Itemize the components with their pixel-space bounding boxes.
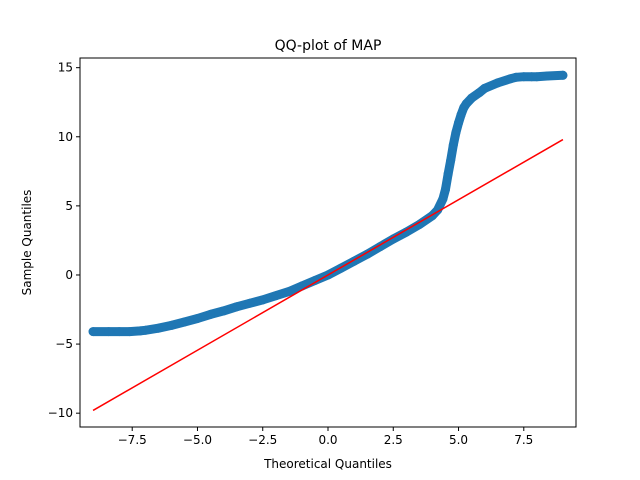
sample-point (310, 276, 320, 285)
sample-point (125, 327, 135, 337)
sample-point (362, 249, 372, 259)
sample-point (467, 93, 477, 103)
sample-point (519, 72, 529, 82)
chart-title: QQ-plot of MAP (275, 38, 382, 54)
x-axis: −7.5 −5.0 −2.5 0.0 2.5 5.0 7.5 (118, 427, 533, 447)
sample-point (245, 298, 255, 308)
x-tick-label: 7.5 (514, 433, 533, 447)
sample-point (297, 281, 307, 291)
x-tick-label: 0.0 (318, 433, 337, 447)
sample-point (446, 155, 456, 165)
points-layer (88, 70, 568, 337)
y-tick-label: −10 (48, 406, 73, 420)
y-axis-label: Sample Quantiles (20, 190, 34, 296)
sample-point (284, 287, 294, 297)
x-tick-label: 2.5 (384, 433, 403, 447)
sample-point (271, 291, 281, 301)
sample-point (401, 227, 411, 237)
x-tick-label: −2.5 (248, 433, 277, 447)
x-tick-label: 5.0 (449, 433, 468, 447)
y-tick-label: 0 (65, 268, 73, 282)
y-tick-label: 15 (58, 61, 73, 75)
sample-point (451, 128, 461, 138)
plot-frame (79, 57, 577, 428)
sample-point (558, 70, 568, 80)
sample-point (206, 309, 215, 319)
sample-point (140, 325, 150, 335)
sample-point (456, 110, 466, 120)
reference-line-layer (92, 138, 564, 412)
sample-point (511, 72, 521, 82)
sample-point (166, 320, 176, 330)
sample-point (153, 323, 163, 333)
sample-point (88, 327, 98, 337)
sample-point (438, 194, 448, 204)
sample-point (448, 140, 458, 150)
sample-point (232, 302, 242, 312)
x-axis-label: Theoretical Quantiles (263, 457, 392, 471)
sample-points-band (88, 70, 568, 337)
sample-point (114, 327, 124, 337)
y-tick-label: 5 (65, 199, 73, 213)
y-tick-label: 10 (58, 130, 73, 144)
y-axis: −10 −5 0 5 10 15 (48, 61, 80, 420)
sample-point (542, 71, 552, 81)
reference-line (92, 138, 564, 412)
x-tick-label: −5.0 (183, 433, 212, 447)
sample-point (104, 327, 114, 337)
sample-point (414, 220, 424, 229)
sample-point (532, 72, 542, 82)
sample-point (493, 78, 503, 88)
sample-point (179, 317, 189, 327)
sample-point (258, 295, 268, 305)
x-tick-label: −7.5 (118, 433, 147, 447)
sample-point (480, 83, 490, 93)
y-tick-label: −5 (55, 337, 73, 351)
sample-point (193, 314, 202, 323)
sample-point (454, 118, 463, 128)
sample-point (219, 306, 229, 316)
sample-point (441, 184, 450, 194)
sample-point (443, 169, 453, 179)
